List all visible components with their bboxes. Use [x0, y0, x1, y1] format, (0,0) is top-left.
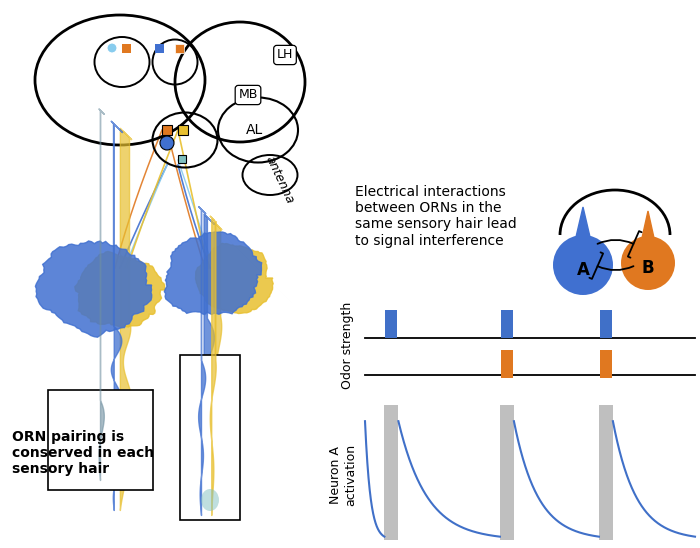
Bar	[180, 355, 240, 520]
Bar	[48, 390, 153, 490]
Text: B: B	[642, 259, 654, 277]
Circle shape	[621, 236, 675, 290]
Text: Electrical interactions
between ORNs in the
same sensory hair lead
to signal int: Electrical interactions between ORNs in …	[355, 185, 517, 248]
Text: LH: LH	[276, 49, 293, 61]
Text: Odor strength: Odor strength	[342, 301, 354, 389]
Bar	[384, 405, 398, 540]
Bar	[178, 155, 186, 163]
Bar	[386, 310, 398, 338]
Polygon shape	[642, 211, 654, 238]
Bar	[500, 405, 514, 540]
Text: Neuron A
activation: Neuron A activation	[329, 444, 357, 506]
Polygon shape	[576, 207, 590, 237]
Text: A: A	[577, 261, 589, 279]
Bar	[600, 350, 612, 378]
Bar	[599, 405, 613, 540]
Bar	[162, 125, 172, 135]
Circle shape	[107, 43, 117, 53]
Ellipse shape	[201, 489, 219, 511]
Polygon shape	[195, 243, 273, 313]
Text: AL: AL	[246, 123, 264, 137]
Circle shape	[553, 235, 613, 295]
Circle shape	[160, 136, 174, 150]
Text: antenna: antenna	[263, 154, 297, 206]
Text: ORN pairing is
conserved in each
sensory hair: ORN pairing is conserved in each sensory…	[12, 430, 154, 476]
Bar	[175, 44, 184, 53]
Bar	[600, 310, 612, 338]
Polygon shape	[75, 252, 165, 328]
Polygon shape	[36, 241, 152, 337]
Bar	[178, 125, 188, 135]
Bar	[501, 310, 513, 338]
Bar	[501, 350, 513, 378]
Bar	[155, 44, 164, 53]
Polygon shape	[164, 232, 262, 315]
Text: MB: MB	[238, 88, 258, 101]
Bar	[122, 44, 131, 53]
